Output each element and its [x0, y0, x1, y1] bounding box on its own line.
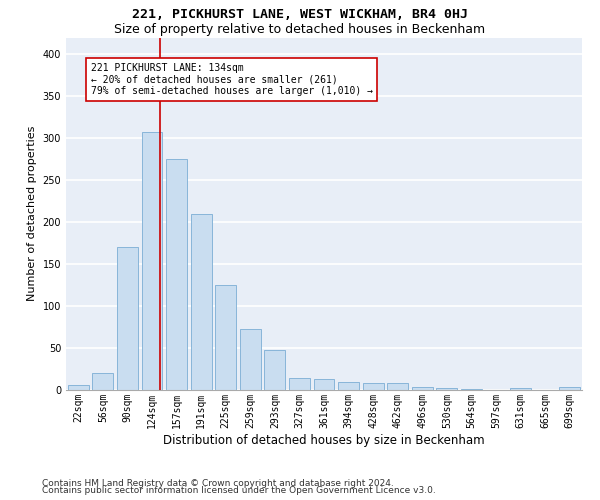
- Bar: [510, 388, 531, 390]
- Bar: [68, 385, 89, 390]
- X-axis label: Distribution of detached houses by size in Beckenham: Distribution of detached houses by size …: [163, 434, 485, 446]
- Text: Contains public sector information licensed under the Open Government Licence v3: Contains public sector information licen…: [42, 486, 436, 495]
- Text: 221, PICKHURST LANE, WEST WICKHAM, BR4 0HJ: 221, PICKHURST LANE, WEST WICKHAM, BR4 0…: [132, 8, 468, 20]
- Bar: [436, 388, 457, 390]
- Bar: [215, 285, 236, 390]
- Bar: [412, 386, 433, 390]
- Bar: [362, 384, 383, 390]
- Text: Contains HM Land Registry data © Crown copyright and database right 2024.: Contains HM Land Registry data © Crown c…: [42, 478, 394, 488]
- Bar: [117, 248, 138, 390]
- Bar: [166, 159, 187, 390]
- Text: Size of property relative to detached houses in Beckenham: Size of property relative to detached ho…: [115, 22, 485, 36]
- Bar: [461, 389, 482, 390]
- Y-axis label: Number of detached properties: Number of detached properties: [27, 126, 37, 302]
- Bar: [92, 373, 113, 390]
- Bar: [191, 214, 212, 390]
- Bar: [387, 384, 408, 390]
- Bar: [240, 328, 261, 390]
- Bar: [559, 388, 580, 390]
- Bar: [142, 132, 163, 390]
- Bar: [265, 350, 286, 390]
- Bar: [289, 378, 310, 390]
- Bar: [314, 379, 334, 390]
- Bar: [338, 382, 359, 390]
- Text: 221 PICKHURST LANE: 134sqm
← 20% of detached houses are smaller (261)
79% of sem: 221 PICKHURST LANE: 134sqm ← 20% of deta…: [91, 62, 373, 96]
